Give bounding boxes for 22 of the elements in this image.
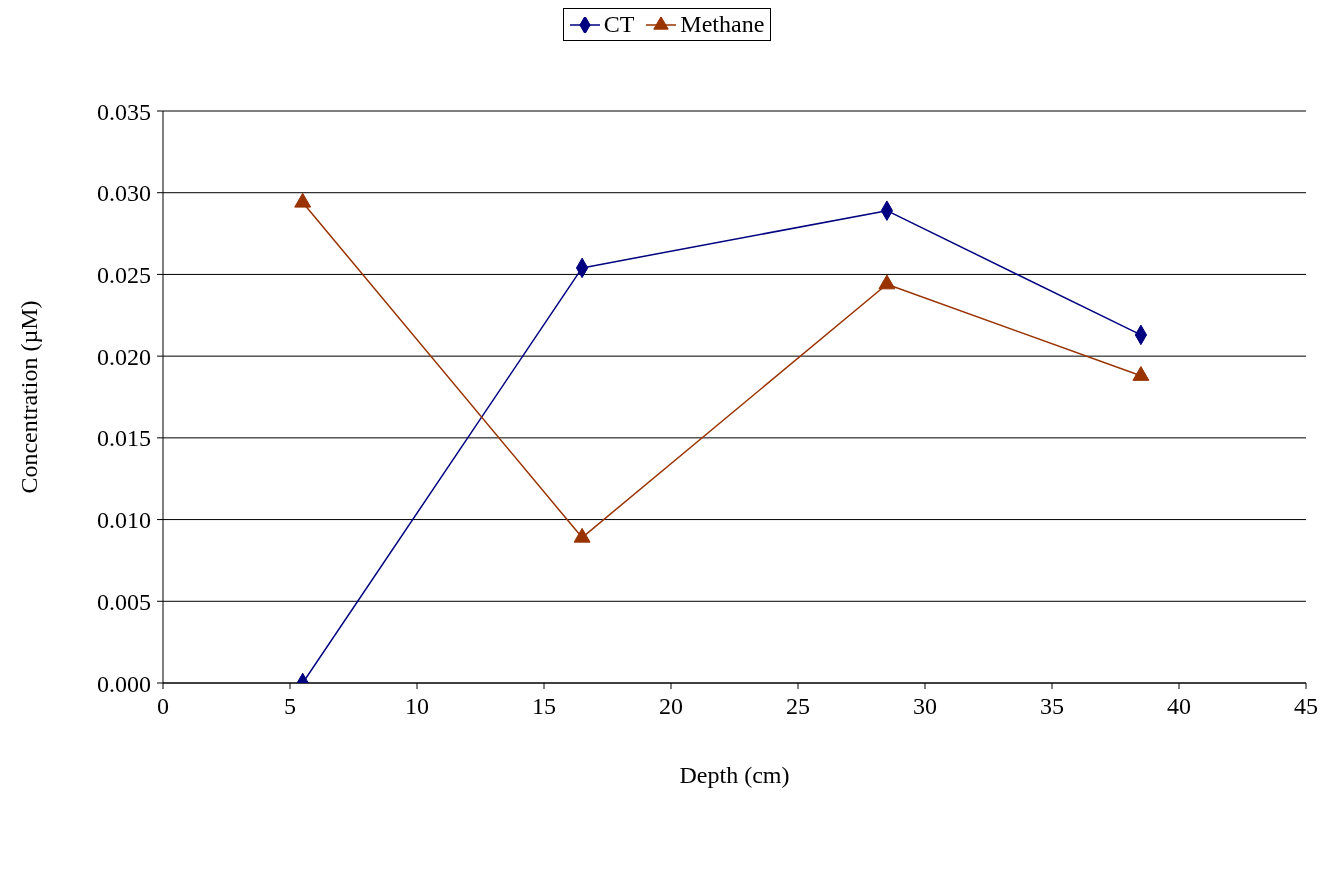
x-tick-label: 20 — [659, 693, 683, 720]
legend-label: CT — [603, 11, 635, 38]
y-tick-label: 0.025 — [97, 261, 151, 288]
y-axis-title: Concentration (µM) — [15, 300, 42, 494]
y-tick-label: 0.010 — [97, 507, 151, 534]
y-tick-label: 0.015 — [97, 425, 151, 452]
x-tick-label: 10 — [405, 693, 429, 720]
y-tick-label: 0.030 — [97, 180, 151, 207]
x-tick-label: 0 — [157, 693, 169, 720]
x-tick-label: 25 — [786, 693, 810, 720]
legend-label: Methane — [680, 11, 765, 38]
y-tick-label: 0.035 — [97, 98, 151, 125]
x-tick-label: 45 — [1294, 693, 1318, 720]
x-axis-title: Depth (cm) — [679, 762, 790, 788]
y-tick-label: 0.000 — [97, 670, 151, 697]
x-tick-label: 15 — [532, 693, 556, 720]
y-tick-label: 0.005 — [97, 588, 151, 615]
x-tick-label: 40 — [1167, 693, 1191, 720]
x-tick-label: 35 — [1040, 693, 1064, 720]
x-tick-label: 30 — [913, 693, 937, 720]
y-tick-label: 0.020 — [97, 343, 151, 370]
x-tick-label: 5 — [284, 693, 296, 720]
